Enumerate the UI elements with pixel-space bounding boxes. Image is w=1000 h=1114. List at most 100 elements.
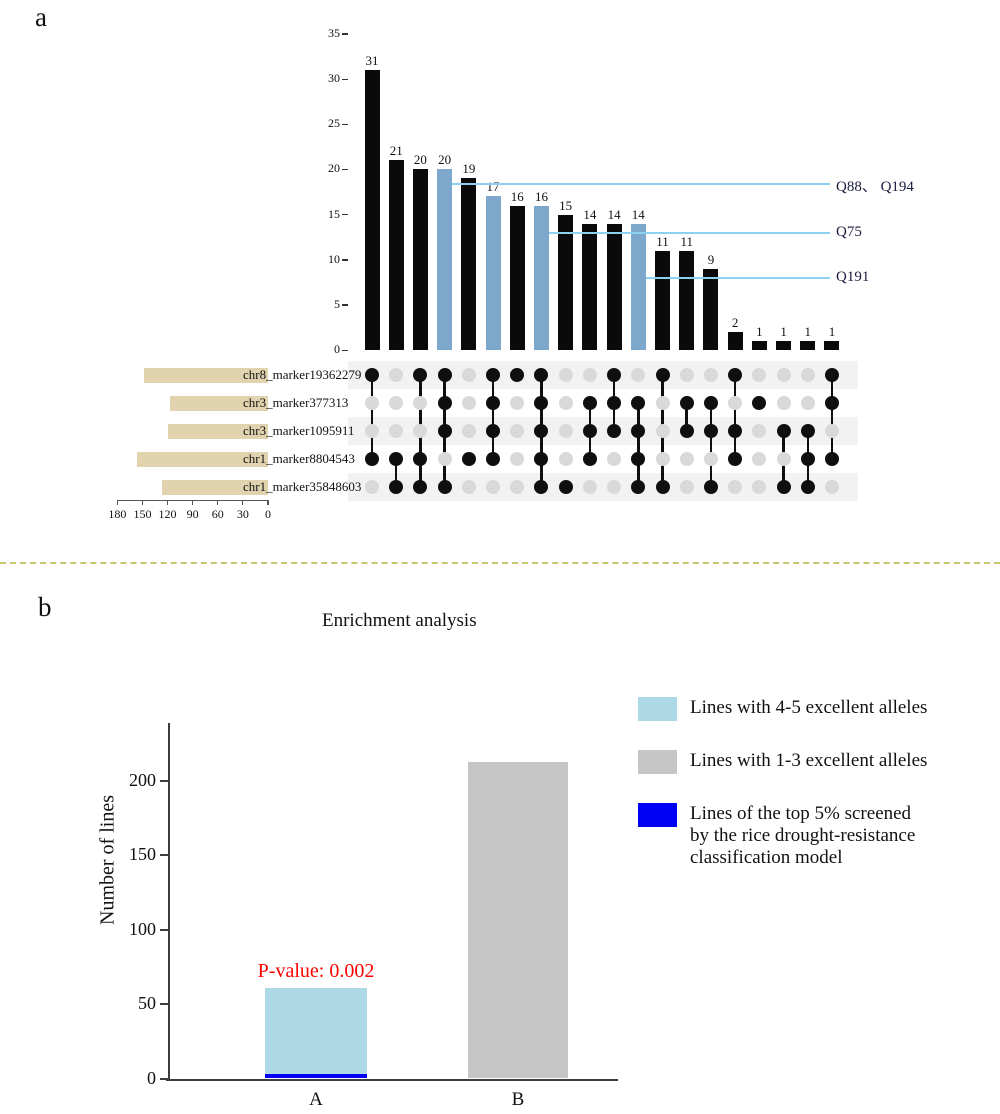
stacked-bar-segment <box>468 761 568 1079</box>
upset-bar <box>509 205 525 350</box>
intersection-dot-inactive <box>752 424 767 438</box>
set-size-bar <box>167 423 268 439</box>
upset-bar-value: 16 <box>534 188 548 204</box>
y-axis-tick-label: 0 <box>147 1067 156 1088</box>
y-axis-tick-label: 200 <box>129 770 156 790</box>
intersection-dot-active <box>486 424 501 438</box>
y-axis-tick-label: 25 <box>328 116 340 131</box>
intersection-dot-active <box>824 368 839 382</box>
set-axis-tick-label: 30 <box>236 507 249 521</box>
upset-plot: 0 5 10 15 20 25 30 35 31 21 20 20 19 17 16 16 15 14 14 14 11… <box>108 25 914 521</box>
set-axis-tick-label: 90 <box>186 507 199 521</box>
y-axis-tick-label: 100 <box>129 918 156 939</box>
intersection-dot-active <box>534 452 549 466</box>
intersection-dot-active <box>703 396 718 410</box>
set-label: chr3_marker377313 <box>243 395 349 410</box>
intersection-dot-inactive <box>582 480 597 494</box>
set-axis-tick <box>116 500 118 505</box>
intersection-dot-active <box>607 424 622 438</box>
y-axis-tick <box>342 214 348 216</box>
intersection-dot-active <box>607 368 622 382</box>
intersection-dot-active <box>437 396 452 410</box>
intersection-dot-inactive <box>607 452 622 466</box>
upset-bar-value: 1 <box>756 323 763 339</box>
intersection-dot-active <box>437 424 452 438</box>
intersection-dot-active <box>631 424 646 438</box>
intersection-dot-inactive <box>631 368 646 382</box>
intersection-dot-inactive <box>703 452 718 466</box>
intersection-dot-active <box>655 368 670 382</box>
y-axis-tick-label: 5 <box>334 296 340 311</box>
x-category-label: B <box>511 1088 525 1110</box>
legend-label: Lines of the top 5% screened by the rice… <box>690 803 916 868</box>
upset-bar <box>824 340 840 350</box>
stacked-bar-segment <box>265 987 367 1075</box>
upset-bar <box>606 223 622 350</box>
intersection-dot-inactive <box>824 480 839 494</box>
y-axis-tick-label: 0 <box>334 342 340 356</box>
y-axis-tick <box>160 780 168 782</box>
intersection-dot-inactive <box>776 452 791 466</box>
intersection-dot-active <box>534 480 549 494</box>
dot-connector <box>394 459 398 487</box>
set-axis-tick <box>166 500 169 505</box>
stacked-bar-segment <box>265 1074 367 1079</box>
legend-swatch <box>638 750 677 774</box>
y-axis-tick <box>342 123 348 126</box>
y-axis-tick-label: 20 <box>328 161 340 176</box>
y-axis-tick <box>342 304 348 306</box>
set-axis-tick-label: 180 <box>108 507 127 521</box>
upset-bar-value: 19 <box>462 161 476 177</box>
intersection-dot-inactive <box>486 480 501 494</box>
upset-bar <box>388 160 404 350</box>
upset-bar <box>776 340 792 350</box>
x-category-label: A <box>309 1088 323 1110</box>
legend-label: Lines with 1-3 excellent alleles <box>690 750 928 771</box>
upset-bar <box>727 331 743 350</box>
intersection-dot-active <box>534 368 549 382</box>
y-axis-tick-label: 35 <box>328 25 340 40</box>
set-axis-tick <box>217 500 219 505</box>
set-axis-tick-label: 0 <box>265 507 271 521</box>
annotation-line <box>548 231 830 234</box>
intersection-dot-active <box>389 452 404 466</box>
panel-a-label: a <box>35 2 47 32</box>
upset-bar-value: 11 <box>680 233 693 249</box>
intersection-dot-active <box>655 480 670 494</box>
y-axis-tick <box>342 168 348 171</box>
matrix-stripe <box>348 417 858 445</box>
intersection-dot-inactive <box>776 368 791 382</box>
upset-bar-value: 14 <box>607 206 621 222</box>
intersection-dot-active <box>824 396 839 410</box>
set-size-bar <box>170 395 268 411</box>
set-size-bar <box>137 451 268 467</box>
set-axis-tick-label: 120 <box>158 507 177 521</box>
legend: Lines with 4-5 excellent alleles Lines wi… <box>0 562 1000 1114</box>
intersection-dot-active <box>510 368 525 382</box>
set-label: chr3_marker1095911 <box>243 423 355 438</box>
intersection-dot-active <box>607 396 622 410</box>
upset-bar-value: 14 <box>583 206 597 222</box>
upset-bar-value: 16 <box>510 188 524 204</box>
dot-connector <box>370 375 374 459</box>
upset-bar-value: 15 <box>559 197 573 213</box>
intersection-dot-active <box>703 480 718 494</box>
intersection-dot-active <box>800 452 815 466</box>
intersection-dot-inactive <box>655 452 670 466</box>
intersection-dot-inactive <box>461 480 476 494</box>
intersection-dot-active <box>776 424 791 438</box>
bar-chart: 0 50 100 150 200 A B <box>0 562 1000 1114</box>
intersection-dot-active <box>558 480 573 494</box>
upset-bar-value: 2 <box>731 314 739 330</box>
intersection-dot-inactive <box>679 368 694 382</box>
intersection-dot-inactive <box>461 368 476 382</box>
intersection-dot-active <box>461 452 476 466</box>
intersection-dot-active <box>800 480 815 494</box>
annotation-label: Q88、 Q194 <box>836 178 914 195</box>
dot-connector <box>685 403 688 431</box>
y-axis-tick <box>160 1077 168 1080</box>
set-label: chr1_marker8804543 <box>243 451 355 466</box>
intersection-dot-inactive <box>461 396 476 410</box>
dot-connector <box>637 403 640 487</box>
intersection-dot-inactive <box>776 396 791 410</box>
